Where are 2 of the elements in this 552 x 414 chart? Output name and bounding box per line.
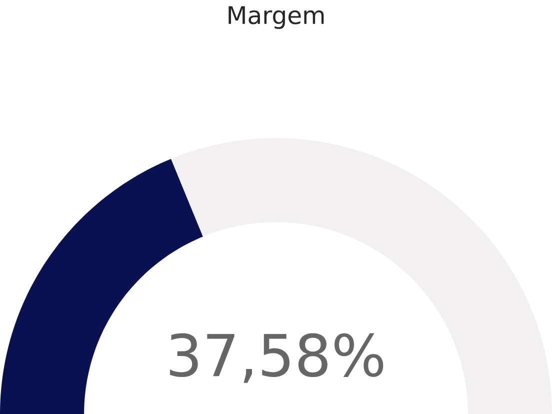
text: 37,58% [170, 333, 384, 383]
chart-title: Margem [228, 6, 324, 29]
